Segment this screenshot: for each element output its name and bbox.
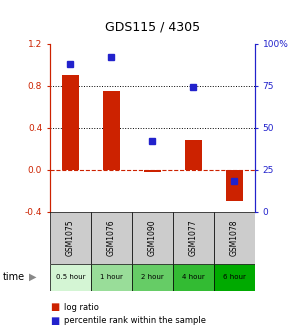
Bar (103, 91, 120, 170)
Text: 0.5 hour: 0.5 hour (56, 274, 85, 280)
Text: ▶: ▶ (29, 272, 37, 282)
Bar (50, 212, 91, 264)
Text: 1 hour: 1 hour (100, 274, 123, 280)
Bar (144, 170, 161, 172)
Text: percentile rank within the sample: percentile rank within the sample (64, 317, 207, 325)
Bar (132, 212, 173, 264)
Text: ■: ■ (50, 302, 59, 312)
Text: 2 hour: 2 hour (141, 274, 164, 280)
Bar (62, 75, 79, 170)
Text: time: time (3, 272, 25, 282)
Text: 4 hour: 4 hour (182, 274, 205, 280)
Text: 6 hour: 6 hour (223, 274, 246, 280)
Text: log ratio: log ratio (64, 303, 99, 312)
Bar (173, 264, 214, 291)
Bar (91, 212, 132, 264)
Text: ■: ■ (50, 316, 59, 326)
Bar (50, 264, 91, 291)
Bar (214, 264, 255, 291)
Text: GSM1077: GSM1077 (189, 219, 198, 256)
Text: GSM1075: GSM1075 (66, 219, 75, 256)
Text: GSM1078: GSM1078 (230, 219, 239, 256)
Text: GDS115 / 4305: GDS115 / 4305 (105, 20, 200, 34)
Bar (226, 170, 243, 201)
Bar (91, 264, 132, 291)
Bar (214, 212, 255, 264)
Text: GSM1090: GSM1090 (148, 219, 157, 256)
Bar (132, 264, 173, 291)
Bar (173, 212, 214, 264)
Text: GSM1076: GSM1076 (107, 219, 116, 256)
Bar (185, 140, 202, 170)
